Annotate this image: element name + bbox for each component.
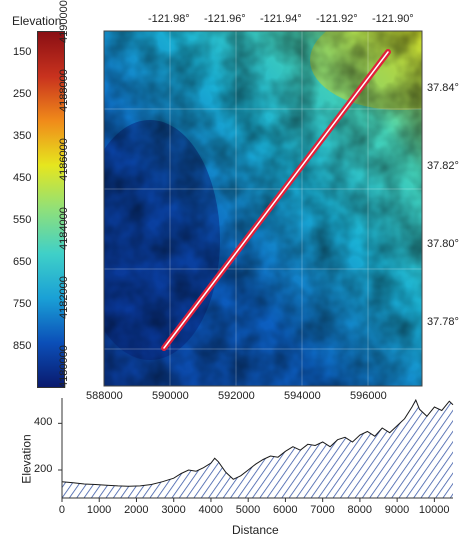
map-lat-tick: 37.78° (427, 316, 459, 328)
map-x-tick: 592000 (218, 390, 255, 402)
profile-line-series (61, 398, 454, 487)
colorbar-label: 750 (13, 298, 32, 310)
map-lat-tick: 37.82° (427, 160, 459, 172)
colorbar-label: 650 (13, 256, 32, 268)
grid-lines (104, 31, 422, 386)
profile-area (62, 400, 453, 498)
profile-ylabel: Elevation (19, 434, 34, 484)
map-lat-tick: 37.84° (427, 82, 459, 94)
profile-y-tick: 400 (34, 416, 53, 429)
map-lon-tick: -121.92° (316, 13, 358, 25)
colorbar-label: 350 (13, 130, 32, 142)
profile-x-tick: 10000 (418, 504, 450, 516)
colorbar-label: 450 (13, 172, 32, 184)
profile-x-tick: 1000 (86, 504, 112, 516)
profile-line-highlight (163, 51, 389, 349)
profile-x-tick: 2000 (124, 504, 149, 516)
profile-x-tick: 4000 (198, 504, 224, 516)
map-lon-tick: -121.94° (260, 13, 302, 25)
colorbar-label: 850 (13, 340, 32, 352)
profile-xlabel: Distance (232, 523, 279, 537)
colorbar-label: 550 (13, 214, 32, 226)
profile-x-tick: 9000 (384, 504, 410, 516)
elevation-map (103, 30, 423, 387)
profile-x-tick: 8000 (347, 504, 372, 516)
colorbar-title: Elevation (12, 14, 62, 28)
map-x-tick: 590000 (152, 390, 189, 402)
map-x-tick: 596000 (350, 390, 387, 402)
hillshade-texture (104, 31, 422, 386)
colorbar-label: 250 (13, 88, 32, 100)
colorbar (37, 31, 65, 388)
profile-x-tick: 3000 (161, 504, 186, 516)
profile-x-tick: 7000 (310, 504, 335, 516)
profile-x-tick: 0 (58, 504, 66, 516)
map-lat-tick: 37.80° (427, 238, 459, 250)
colorbar-label: 150 (13, 46, 32, 58)
map-x-tick: 588000 (86, 390, 123, 402)
map-lon-tick: -121.96° (204, 13, 246, 25)
profile-y-tick: 200 (34, 463, 53, 475)
profile-x-tick: 5000 (235, 504, 261, 516)
map-lon-tick: -121.90° (372, 13, 414, 25)
profile-x-tick: 6000 (273, 504, 298, 516)
map-x-tick: 594000 (284, 390, 321, 402)
map-lon-tick: -121.98° (148, 13, 190, 25)
